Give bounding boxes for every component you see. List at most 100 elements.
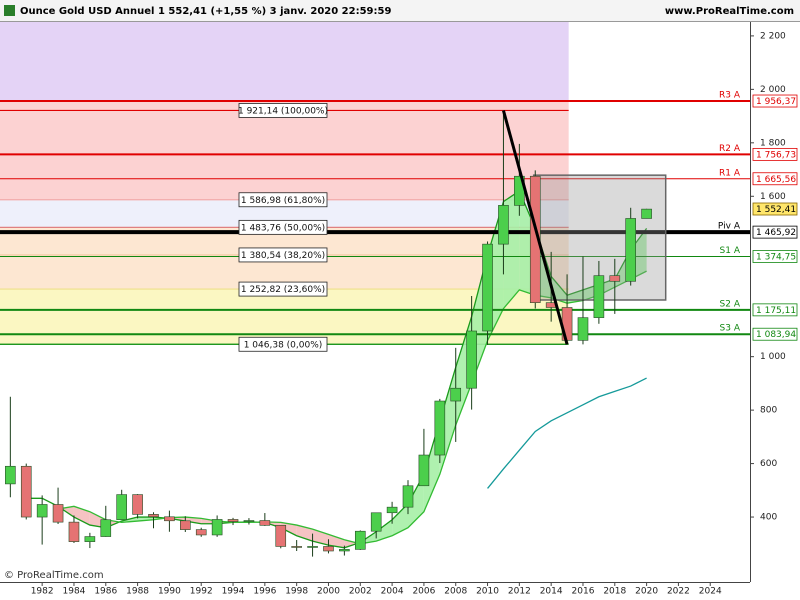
candle-body	[323, 546, 334, 552]
candle-body	[482, 243, 493, 332]
candle-body	[227, 519, 239, 522]
x-tick-label: 1982	[31, 587, 54, 597]
fib-label-box	[238, 281, 328, 297]
x-tick-label: 2008	[444, 587, 467, 597]
candle-body	[498, 205, 509, 245]
fib-label-box	[238, 219, 328, 235]
y-tick-label: 600	[760, 459, 777, 469]
trend-line	[501, 110, 569, 345]
candle-body	[52, 504, 64, 523]
y-tick-label: 400	[760, 513, 777, 523]
indicator-line	[487, 377, 647, 489]
fib-label-box	[238, 103, 328, 118]
candle-body	[84, 536, 96, 542]
candle-body	[402, 485, 414, 508]
price-tag	[752, 303, 798, 317]
x-tick-label: 1996	[253, 587, 276, 597]
candle-body	[418, 454, 430, 487]
candle-body	[450, 387, 462, 402]
candle-body	[529, 175, 541, 303]
x-tick-label: 1994	[222, 587, 245, 597]
candle-body	[370, 512, 382, 532]
fib-zone	[0, 22, 569, 102]
x-tick-label: 2022	[667, 587, 690, 597]
pivot-name: R2 A	[719, 144, 741, 154]
candle-body	[5, 465, 16, 485]
candle-body	[164, 516, 175, 522]
x-tick-label: 1998	[285, 587, 308, 597]
x-tick-label: 1992	[190, 587, 213, 597]
candle-body	[307, 546, 318, 548]
candle-body	[259, 520, 271, 526]
candle-body	[68, 521, 80, 542]
x-tick-label: 2016	[572, 587, 595, 597]
candle-body	[641, 208, 652, 219]
candle-body	[386, 506, 398, 514]
candle-body	[132, 494, 143, 515]
x-tick-label: 1990	[158, 587, 181, 597]
fib-label: 1 046,38 (0,00%)	[244, 340, 323, 350]
ma-band	[185, 517, 202, 524]
x-tick-label: 1988	[126, 587, 149, 597]
price-tag	[752, 250, 798, 263]
candle-body	[339, 549, 350, 552]
candle-body	[195, 529, 207, 536]
x-tick-label: 1986	[94, 587, 117, 597]
ma-band	[328, 534, 345, 548]
candle-body	[354, 530, 366, 550]
candle-body	[466, 330, 477, 389]
ma-band	[408, 474, 424, 528]
price-tag-label: 1 175,11	[756, 306, 796, 316]
candle-body	[434, 400, 446, 456]
x-tick-label: 2010	[476, 587, 499, 597]
price-tag	[752, 327, 798, 341]
fib-label-box	[238, 336, 328, 352]
pivot-name: S1 A	[720, 246, 741, 256]
candle-body	[625, 218, 636, 282]
price-tag	[752, 225, 798, 239]
last-price-box	[752, 202, 798, 216]
fib-label: 1 483,76 (50,00%)	[241, 223, 325, 233]
fib-label: 1 921,14 (100,00%)	[238, 106, 328, 116]
candle-body	[116, 494, 127, 521]
price-tag-label: 1 465,92	[756, 228, 796, 238]
fib-label: 1 380,54 (38,20%)	[241, 251, 325, 261]
candle-body	[291, 546, 302, 548]
pivot-name: R3 A	[719, 91, 741, 101]
price-tag	[752, 147, 798, 161]
pivot-name: S2 A	[720, 299, 741, 309]
x-tick-label: 2006	[412, 587, 435, 597]
candle-body	[593, 275, 605, 318]
indicator-line	[57, 270, 647, 545]
price-tag	[752, 172, 798, 186]
candle-body	[609, 275, 621, 282]
price-tag-label: 1 374,75	[756, 252, 796, 262]
x-tick-label: 2002	[349, 587, 372, 597]
watermark: © ProRealTime.com	[4, 570, 104, 581]
fib-label: 1 252,82 (23,60%)	[241, 285, 325, 295]
y-tick-label: 2 200	[760, 31, 786, 41]
x-tick-label: 2004	[381, 587, 404, 597]
ma-band	[376, 519, 393, 542]
candle-body	[180, 520, 191, 530]
candle-body	[20, 465, 32, 518]
candle-body	[148, 514, 159, 518]
price-tag-label: 1 665,56	[756, 175, 796, 185]
price-tag-label: 1 956,37	[756, 97, 796, 107]
pivot-name: Piv A	[718, 222, 741, 232]
candle-body	[577, 317, 589, 341]
candle-body	[243, 520, 255, 522]
x-tick-label: 2020	[635, 587, 658, 597]
x-tick-label: 2000	[317, 587, 340, 597]
candle-body	[100, 519, 112, 537]
y-tick-label: 1 800	[760, 138, 786, 148]
logo	[4, 5, 15, 16]
pivot-name: R1 A	[719, 168, 741, 178]
y-tick-label: 1 000	[760, 352, 786, 362]
last-price-label: 1 552,41	[756, 205, 796, 215]
ma-band	[312, 529, 329, 546]
header	[0, 0, 800, 21]
x-tick-label: 2012	[508, 587, 531, 597]
x-tick-label: 1984	[63, 587, 86, 597]
